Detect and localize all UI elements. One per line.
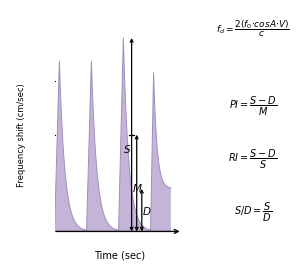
Text: D: D	[143, 207, 151, 217]
Text: S: S	[124, 145, 130, 155]
Text: $PI = \dfrac{S - D}{M}$: $PI = \dfrac{S - D}{M}$	[229, 95, 277, 118]
Text: $S/D = \dfrac{S}{D}$: $S/D = \dfrac{S}{D}$	[234, 201, 272, 224]
Text: $f_d = \dfrac{2(f_0{\cdot}cosA{\cdot}V)}{c}$: $f_d = \dfrac{2(f_0{\cdot}cosA{\cdot}V)}…	[216, 19, 290, 39]
Text: $RI = \dfrac{S - D}{S}$: $RI = \dfrac{S - D}{S}$	[228, 148, 278, 171]
Text: Frequency shift (cm/sec): Frequency shift (cm/sec)	[17, 83, 25, 186]
Text: M: M	[132, 184, 142, 194]
Text: Time (sec): Time (sec)	[95, 251, 145, 261]
Polygon shape	[55, 38, 171, 231]
